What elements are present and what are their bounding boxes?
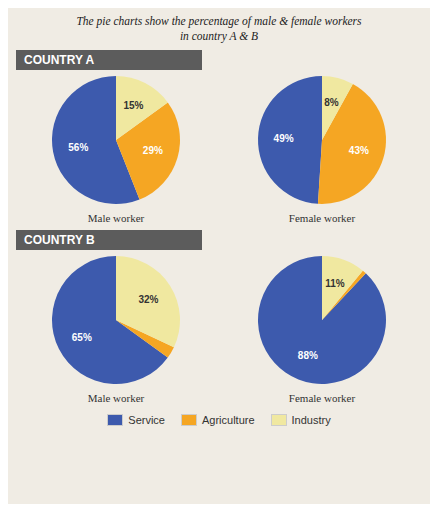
html-text:in country A & B: in country A & B [179, 30, 259, 42]
svg-text:29%: 29% [143, 145, 163, 156]
html-text:Agriculture: Agriculture [202, 414, 255, 426]
html-text:Male worker: Male worker [87, 392, 145, 404]
svg-text:56%: 56% [68, 142, 88, 153]
svg-text:43%: 43% [349, 145, 369, 156]
html-text:COUNTRY B: COUNTRY B [24, 233, 95, 247]
html-text:COUNTRY A: COUNTRY A [24, 53, 95, 67]
svg-text:32%: 32% [138, 294, 158, 305]
svg-text:11%: 11% [325, 278, 345, 289]
svg-text:88%: 88% [298, 350, 318, 361]
svg-text:49%: 49% [274, 133, 294, 144]
svg-text:65%: 65% [72, 332, 92, 343]
html-text:Female worker: Female worker [288, 392, 356, 404]
html-text:Service: Service [128, 414, 165, 426]
svg-text:15%: 15% [123, 100, 143, 111]
html-text:Male worker: Male worker [87, 212, 145, 224]
html-text:Industry: Industry [291, 414, 331, 426]
html-text:Female worker: Female worker [288, 212, 356, 224]
svg-text:8%: 8% [324, 97, 339, 108]
html-text:The pie charts show the percen: The pie charts show the percentage of ma… [76, 15, 362, 27]
